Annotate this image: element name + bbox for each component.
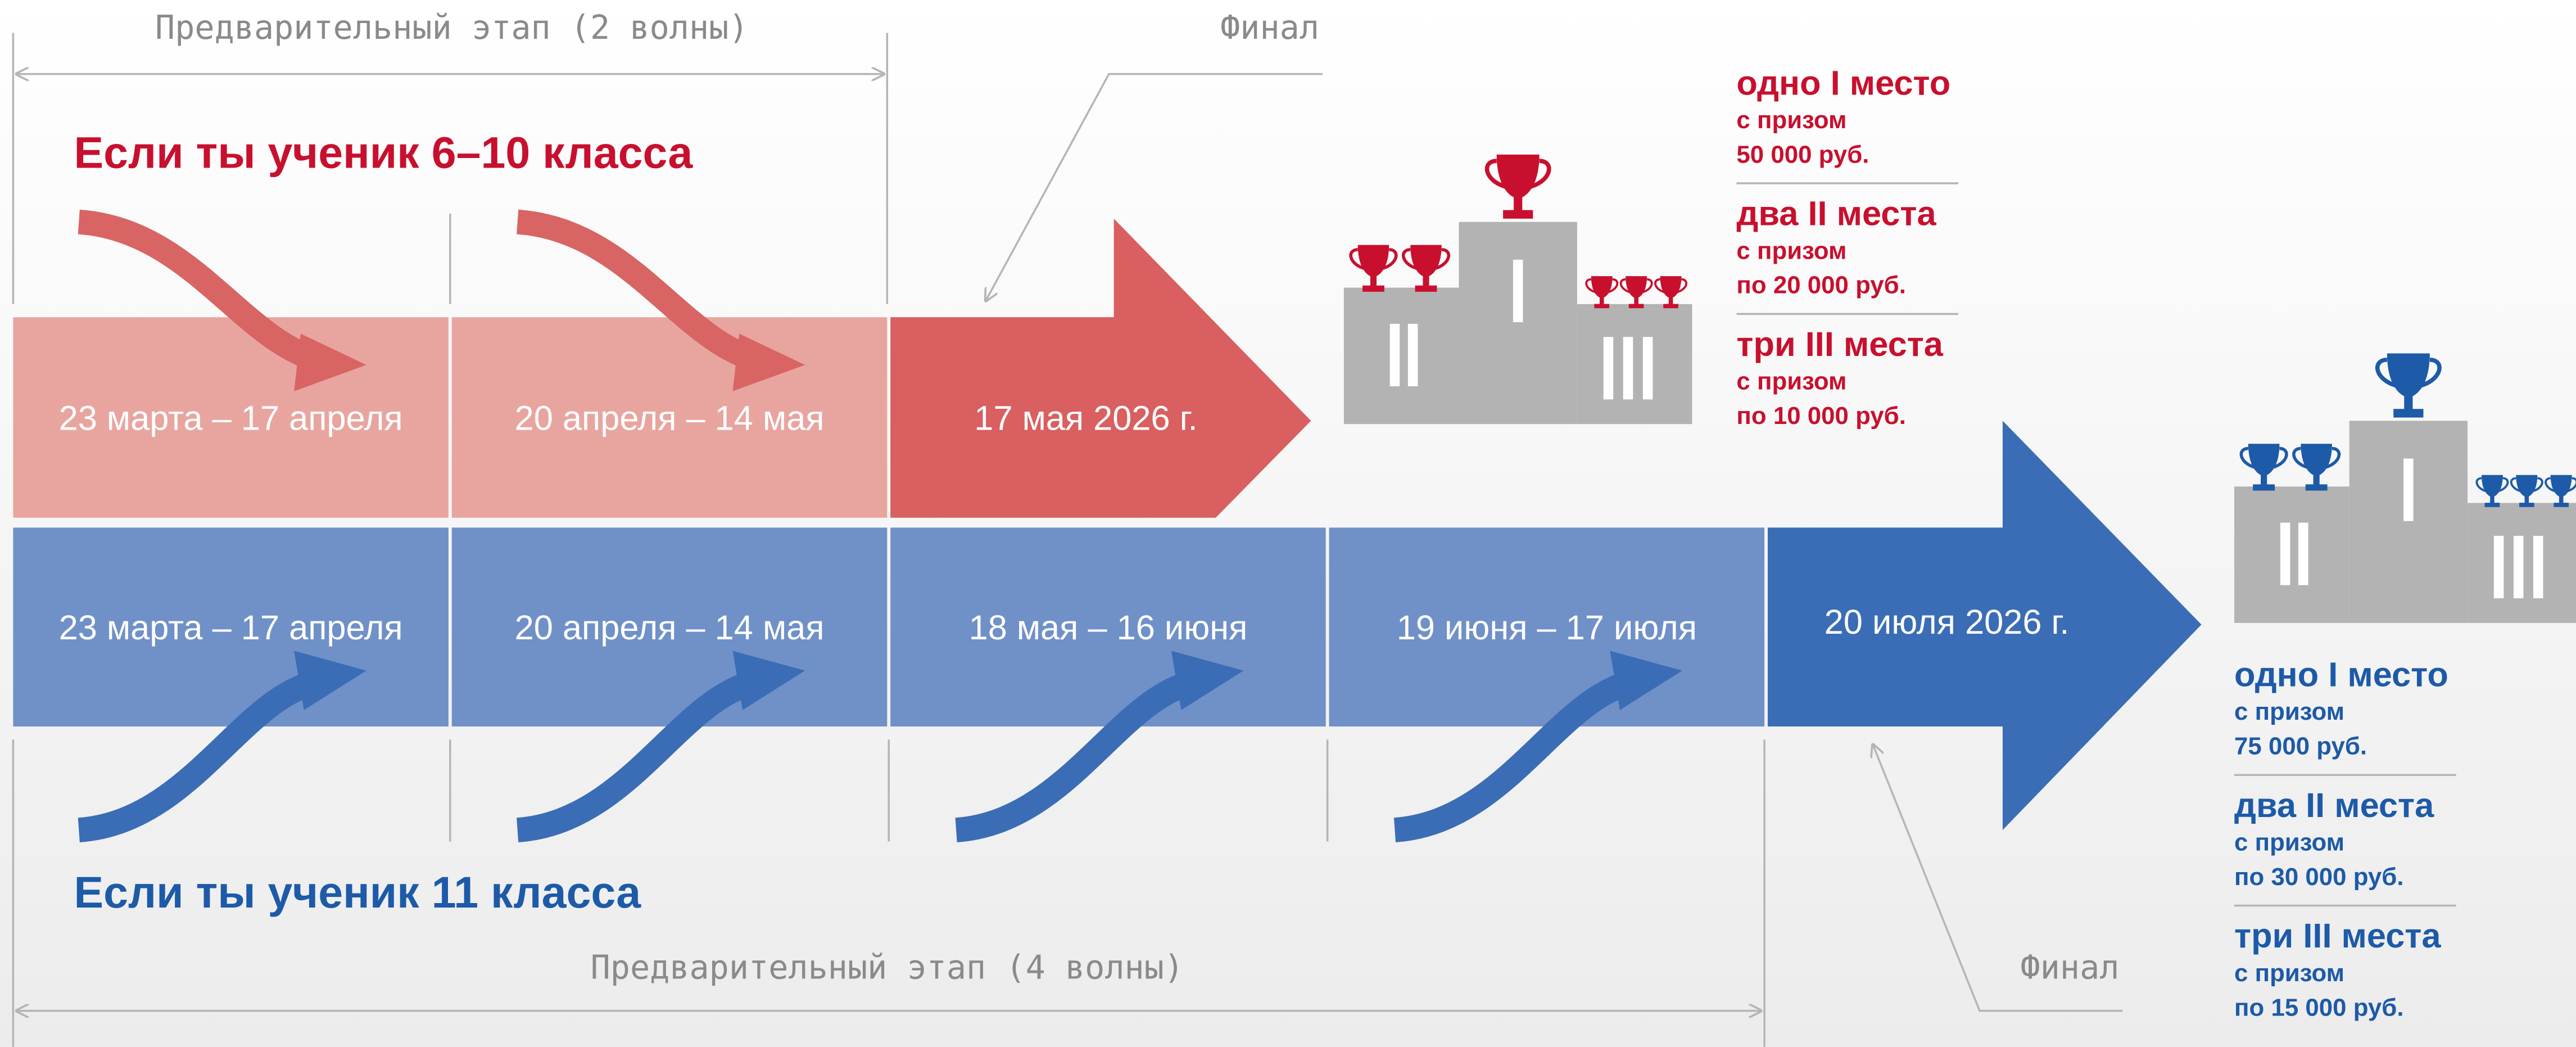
final-label: Финал xyxy=(2021,949,2120,987)
prize-detail: с призом xyxy=(1736,368,1846,395)
numeral-three xyxy=(1623,337,1633,399)
wave-dates: 23 марта – 17 апреля xyxy=(59,399,403,438)
prize-detail: с призом xyxy=(1736,106,1846,134)
infographic: Предварительный этап (2 волны) Финал Пре… xyxy=(0,0,2576,1047)
prize-detail: по 20 000 руб. xyxy=(1736,272,1905,299)
podium-left xyxy=(1344,288,1459,425)
wave-dates: 18 мая – 16 июня xyxy=(969,608,1248,647)
podium-center xyxy=(2349,421,2468,623)
prize-detail: по 10 000 руб. xyxy=(1736,402,1905,430)
numeral-three xyxy=(2533,536,2543,598)
prize-detail: с призом xyxy=(2234,829,2344,856)
prize-title: три III места xyxy=(2234,917,2441,955)
numeral-one xyxy=(1513,260,1523,322)
group-heading: Если ты ученик 6–10 класса xyxy=(74,128,694,178)
prize-detail: с призом xyxy=(2234,698,2344,725)
wave-dates: 19 июня – 17 июля xyxy=(1397,608,1697,647)
wave-dates: 20 апреля – 14 мая xyxy=(515,608,825,647)
podium-center xyxy=(1459,222,1577,425)
prize-detail: с призом xyxy=(1736,237,1846,264)
prize-detail: с призом xyxy=(2234,959,2344,987)
stage-label: Предварительный этап (2 волны) xyxy=(155,8,748,47)
page: { "top_stage": {"label": "Предварительны… xyxy=(0,0,2576,1047)
group-heading: Если ты ученик 11 класса xyxy=(74,868,642,917)
prize-title: одно I место xyxy=(2234,656,2448,694)
prize-detail: по 15 000 руб. xyxy=(2234,994,2403,1021)
final-label: Финал xyxy=(1220,8,1319,47)
numeral-three xyxy=(2494,536,2504,598)
wave-dates: 23 марта – 17 апреля xyxy=(59,608,403,647)
numeral-two xyxy=(1390,324,1400,386)
numeral-two xyxy=(2280,523,2290,585)
prize-title: одно I место xyxy=(1736,64,1950,102)
stage-label: Предварительный этап (4 волны) xyxy=(591,949,1184,987)
prize-title: два II места xyxy=(1736,195,1936,233)
final-date: 20 июля 2026 г. xyxy=(1825,603,2070,642)
prize-title: три III места xyxy=(1736,325,1943,364)
numeral-three xyxy=(1604,337,1614,399)
prize-detail: 75 000 руб. xyxy=(2234,733,2367,760)
prize-detail: по 30 000 руб. xyxy=(2234,863,2403,891)
podium-left xyxy=(2234,486,2349,623)
prize-detail: 50 000 руб. xyxy=(1736,141,1869,168)
final-date: 17 мая 2026 г. xyxy=(974,399,1197,438)
numeral-three xyxy=(1643,337,1653,399)
prize-title: два II места xyxy=(2234,786,2434,825)
podium-right xyxy=(1577,304,1692,424)
wave-dates: 20 апреля – 14 мая xyxy=(515,399,825,438)
numeral-three xyxy=(2514,536,2524,598)
numeral-two xyxy=(1408,324,1418,386)
numeral-two xyxy=(2298,523,2308,585)
numeral-one xyxy=(2403,459,2414,521)
